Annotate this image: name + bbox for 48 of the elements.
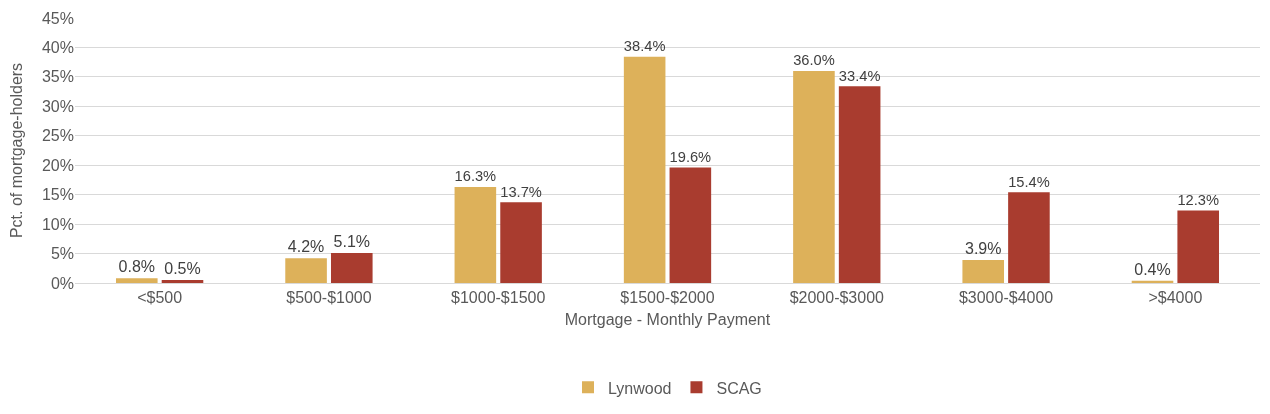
data-label: 15.4% bbox=[1008, 173, 1050, 190]
bar bbox=[669, 167, 712, 283]
bar bbox=[838, 86, 881, 283]
y-tick-label: 10% bbox=[41, 215, 74, 233]
data-label: 0.5% bbox=[164, 260, 201, 278]
bar bbox=[161, 280, 204, 283]
x-axis-title: Mortgage - Monthly Payment bbox=[564, 310, 771, 328]
x-tick-label: $2000-$3000 bbox=[789, 289, 885, 307]
y-tick-label: 30% bbox=[41, 97, 74, 115]
data-label: 38.4% bbox=[623, 38, 666, 55]
y-tick-label: 35% bbox=[41, 68, 74, 86]
bar bbox=[1177, 210, 1220, 283]
y-tick-label: 0% bbox=[50, 274, 74, 292]
legend-label: Lynwood bbox=[608, 379, 672, 397]
data-label: 0.4% bbox=[1134, 260, 1171, 278]
x-tick-label: >$4000 bbox=[1148, 289, 1203, 307]
data-label: 5.1% bbox=[333, 232, 371, 250]
data-label: 13.7% bbox=[500, 183, 542, 200]
x-tick-label: $500-$1000 bbox=[286, 289, 372, 307]
bar bbox=[623, 56, 666, 283]
bar bbox=[115, 278, 158, 283]
data-label: 4.2% bbox=[287, 238, 325, 256]
data-label: 33.4% bbox=[838, 67, 881, 84]
bar bbox=[962, 260, 1005, 283]
x-tick-label: <$500 bbox=[137, 289, 183, 307]
y-tick-label: 15% bbox=[41, 186, 74, 204]
x-tick-label: $1500-$2000 bbox=[620, 289, 715, 307]
y-tick-label: 45% bbox=[41, 9, 74, 27]
y-tick-label: 5% bbox=[50, 245, 74, 263]
bar bbox=[500, 202, 542, 283]
y-tick-label: 20% bbox=[41, 156, 74, 174]
y-axis-title: Pct. of mortgage-holders bbox=[7, 62, 25, 239]
legend-label: SCAG bbox=[716, 379, 762, 397]
bar bbox=[330, 252, 373, 283]
bar bbox=[1008, 192, 1050, 283]
x-tick-label: $3000-$4000 bbox=[958, 289, 1054, 307]
data-label: 12.3% bbox=[1177, 191, 1219, 208]
y-tick-label: 40% bbox=[41, 39, 74, 57]
bar bbox=[793, 71, 835, 283]
data-label: 19.6% bbox=[669, 148, 712, 165]
data-label: 3.9% bbox=[964, 240, 1002, 258]
data-label: 36.0% bbox=[793, 52, 835, 69]
bar bbox=[454, 187, 497, 283]
data-label: 16.3% bbox=[454, 168, 497, 185]
y-tick-label: 25% bbox=[41, 127, 74, 145]
data-label: 0.8% bbox=[118, 258, 156, 276]
x-tick-label: $1000-$1500 bbox=[451, 289, 546, 307]
bar bbox=[285, 258, 327, 283]
